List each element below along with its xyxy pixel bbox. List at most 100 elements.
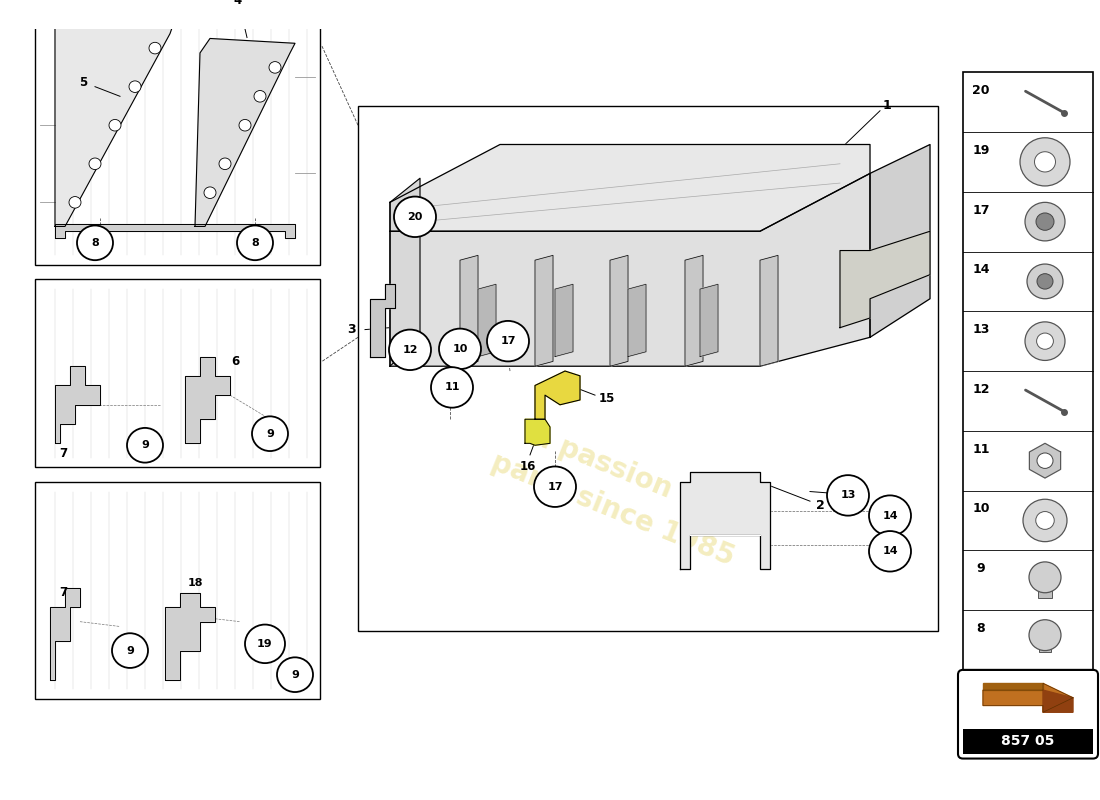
Polygon shape bbox=[478, 284, 496, 357]
Circle shape bbox=[148, 42, 161, 54]
Polygon shape bbox=[840, 231, 929, 328]
Polygon shape bbox=[556, 284, 573, 357]
Circle shape bbox=[1025, 202, 1065, 241]
Text: 8: 8 bbox=[251, 238, 258, 248]
Text: 19: 19 bbox=[257, 639, 273, 649]
Text: 16: 16 bbox=[520, 460, 536, 473]
Circle shape bbox=[394, 197, 436, 237]
Polygon shape bbox=[610, 255, 628, 366]
Text: 17: 17 bbox=[548, 482, 563, 492]
Circle shape bbox=[277, 658, 313, 692]
Circle shape bbox=[439, 329, 481, 369]
Polygon shape bbox=[185, 357, 230, 443]
Polygon shape bbox=[525, 419, 550, 446]
Text: 20: 20 bbox=[407, 212, 422, 222]
Text: 6: 6 bbox=[231, 355, 239, 368]
Circle shape bbox=[431, 367, 473, 408]
Text: 15: 15 bbox=[598, 393, 615, 406]
Circle shape bbox=[1036, 333, 1054, 350]
Circle shape bbox=[1028, 620, 1062, 650]
Circle shape bbox=[1023, 499, 1067, 542]
Circle shape bbox=[389, 330, 431, 370]
Text: 8: 8 bbox=[977, 622, 986, 635]
Text: 8: 8 bbox=[91, 238, 99, 248]
Text: 857 05: 857 05 bbox=[1001, 734, 1055, 748]
Circle shape bbox=[1037, 274, 1053, 289]
Circle shape bbox=[219, 158, 231, 170]
Text: 5: 5 bbox=[79, 76, 87, 90]
Circle shape bbox=[270, 62, 280, 73]
Text: 9: 9 bbox=[977, 562, 986, 575]
Circle shape bbox=[204, 187, 216, 198]
Text: 11: 11 bbox=[972, 442, 990, 456]
Text: 2: 2 bbox=[815, 499, 824, 513]
Circle shape bbox=[1025, 322, 1065, 361]
Circle shape bbox=[239, 119, 251, 131]
FancyBboxPatch shape bbox=[958, 670, 1098, 758]
Circle shape bbox=[869, 495, 911, 536]
Polygon shape bbox=[685, 255, 703, 366]
Text: 20: 20 bbox=[972, 84, 990, 97]
Text: 9: 9 bbox=[141, 440, 149, 450]
Text: 9: 9 bbox=[266, 429, 274, 438]
Polygon shape bbox=[390, 174, 870, 366]
Polygon shape bbox=[760, 255, 778, 366]
Circle shape bbox=[1036, 511, 1054, 530]
Polygon shape bbox=[870, 145, 930, 338]
Polygon shape bbox=[1030, 443, 1060, 478]
Text: 12: 12 bbox=[972, 383, 990, 396]
Circle shape bbox=[112, 634, 148, 668]
Polygon shape bbox=[165, 593, 214, 679]
Circle shape bbox=[1028, 562, 1062, 593]
Polygon shape bbox=[55, 223, 295, 238]
Circle shape bbox=[1036, 213, 1054, 230]
Polygon shape bbox=[535, 371, 580, 419]
Circle shape bbox=[69, 197, 81, 208]
Text: 14: 14 bbox=[882, 510, 898, 521]
Polygon shape bbox=[195, 38, 295, 226]
Polygon shape bbox=[983, 683, 1043, 690]
Text: 9: 9 bbox=[126, 646, 134, 655]
Polygon shape bbox=[680, 472, 770, 569]
Text: 4: 4 bbox=[234, 0, 242, 7]
Circle shape bbox=[534, 466, 576, 507]
Circle shape bbox=[1034, 152, 1056, 172]
Circle shape bbox=[1027, 264, 1063, 298]
Circle shape bbox=[869, 531, 911, 571]
Text: 11: 11 bbox=[444, 382, 460, 393]
Circle shape bbox=[252, 416, 288, 451]
Polygon shape bbox=[1043, 690, 1072, 712]
Bar bbox=[1038, 576, 1052, 598]
Text: 19: 19 bbox=[972, 144, 990, 157]
Bar bbox=[35, 0, 320, 265]
Text: 14: 14 bbox=[882, 546, 898, 556]
Circle shape bbox=[89, 158, 101, 170]
Circle shape bbox=[129, 81, 141, 93]
Text: 14: 14 bbox=[972, 263, 990, 276]
Polygon shape bbox=[983, 683, 1072, 712]
Text: 10: 10 bbox=[452, 344, 468, 354]
Circle shape bbox=[77, 226, 113, 260]
Bar bbox=[35, 279, 320, 467]
Polygon shape bbox=[55, 366, 100, 443]
Bar bbox=[962, 729, 1093, 754]
Circle shape bbox=[126, 428, 163, 462]
Polygon shape bbox=[390, 178, 420, 366]
Polygon shape bbox=[55, 14, 175, 226]
Text: 18: 18 bbox=[187, 578, 202, 588]
Text: 13: 13 bbox=[840, 490, 856, 500]
Text: 17: 17 bbox=[972, 203, 990, 217]
Bar bbox=[35, 482, 320, 698]
Circle shape bbox=[254, 90, 266, 102]
Polygon shape bbox=[535, 255, 553, 366]
Circle shape bbox=[1037, 453, 1053, 468]
Text: 17: 17 bbox=[500, 336, 516, 346]
Bar bbox=[358, 106, 938, 631]
Text: a passion for
parts since 1985: a passion for parts since 1985 bbox=[487, 412, 754, 571]
Text: 7: 7 bbox=[59, 447, 67, 461]
Polygon shape bbox=[370, 284, 395, 357]
Circle shape bbox=[827, 475, 869, 516]
Circle shape bbox=[1020, 138, 1070, 186]
Polygon shape bbox=[628, 284, 646, 357]
Text: 10: 10 bbox=[972, 502, 990, 515]
